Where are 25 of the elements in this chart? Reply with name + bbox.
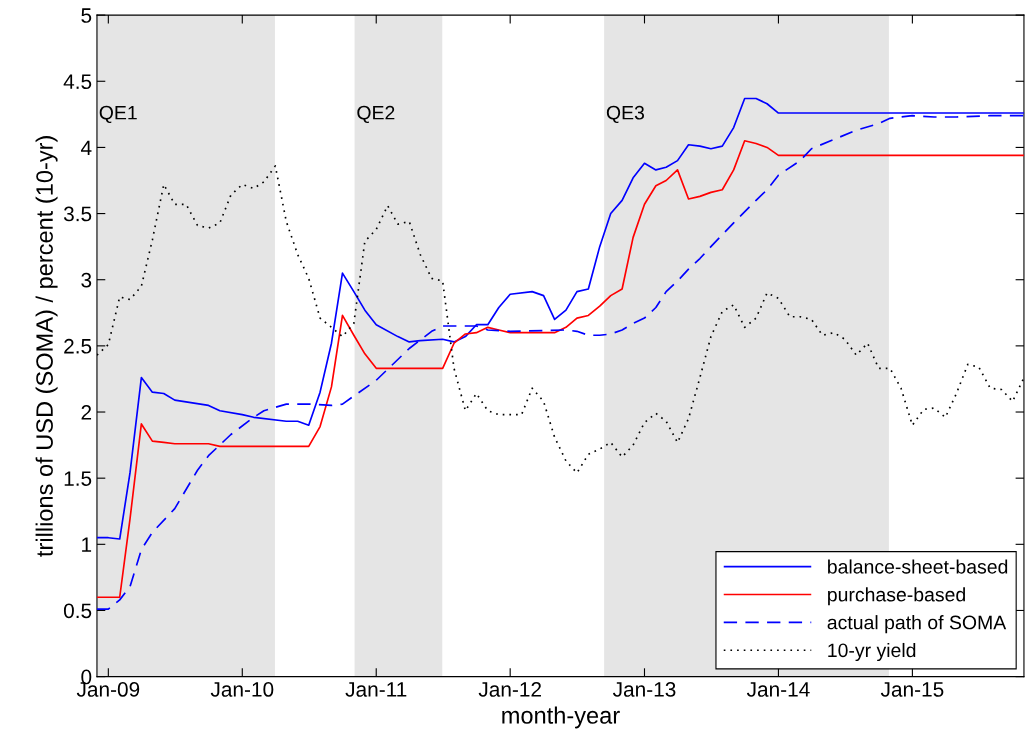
- legend-label: 10-yr yield: [828, 642, 916, 662]
- y-tick-label: 3.5: [63, 206, 92, 222]
- y-tick-label: 1: [82, 537, 92, 552]
- y-tick-label: 2.5: [64, 338, 92, 354]
- y-axis-title: trillions of USD (SOMA) / percent (10-yr): [35, 136, 58, 557]
- x-tick-label: Jan-11: [345, 682, 407, 697]
- y-tick-label: 0.5: [63, 603, 92, 619]
- x-tick-label: Jan-12: [478, 682, 541, 697]
- y-tick-label: 2: [81, 405, 92, 420]
- legend-label: purchase-based: [828, 587, 965, 606]
- y-tick-label: 5: [81, 8, 92, 23]
- x-tick-label: Jan-15: [880, 682, 944, 697]
- legend-label: actual path of SOMA: [827, 615, 1007, 634]
- y-tick-label: 4: [80, 140, 92, 155]
- y-tick-label: 1.5: [64, 471, 92, 486]
- y-tick-label: 3: [81, 272, 92, 288]
- band-label: QE1: [99, 105, 137, 124]
- x-tick-label: Jan-10: [210, 682, 274, 697]
- x-axis-title: month-year: [502, 706, 620, 729]
- y-tick-label: 4.5: [63, 74, 92, 90]
- legend-label: balance-sheet-based: [828, 559, 1008, 574]
- band-label: QE2: [357, 105, 395, 124]
- x-tick-label: Jan-13: [612, 682, 676, 697]
- band-label: QE3: [606, 105, 645, 124]
- x-tick-label: Jan-14: [746, 682, 810, 697]
